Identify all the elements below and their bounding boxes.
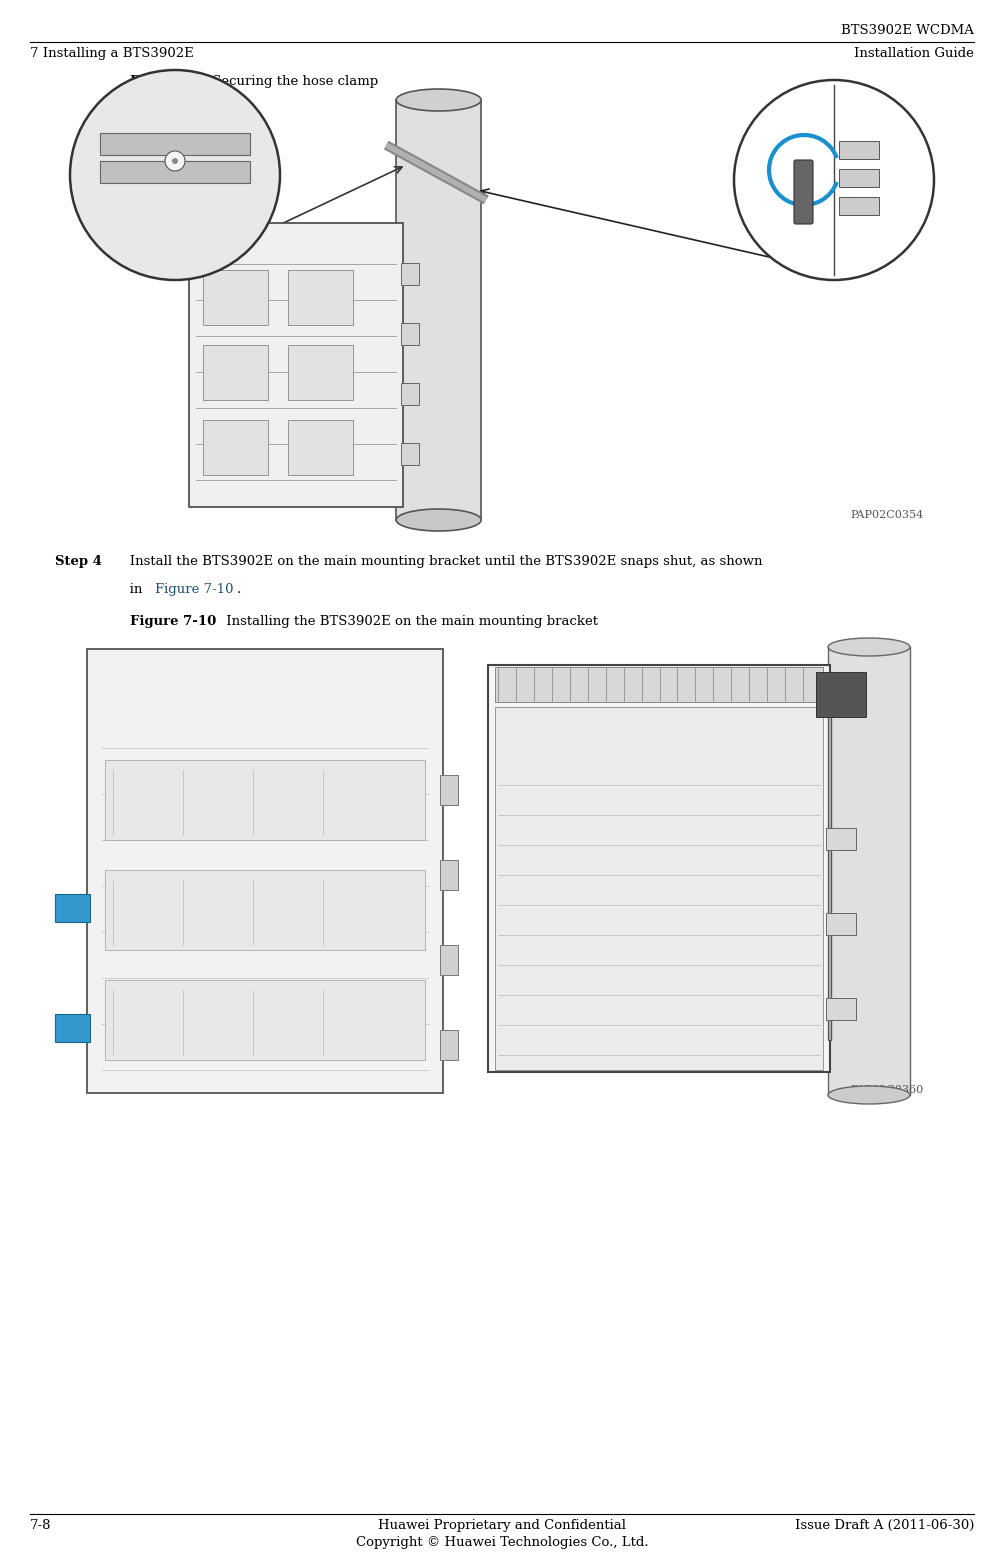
- FancyBboxPatch shape: [494, 667, 822, 702]
- FancyBboxPatch shape: [105, 760, 424, 839]
- FancyBboxPatch shape: [827, 697, 830, 1040]
- Text: PAP02C0354: PAP02C0354: [850, 511, 923, 520]
- Text: Step 4: Step 4: [55, 554, 102, 568]
- Ellipse shape: [396, 509, 480, 531]
- FancyBboxPatch shape: [487, 666, 829, 1073]
- FancyBboxPatch shape: [494, 706, 822, 1070]
- FancyBboxPatch shape: [288, 269, 353, 326]
- FancyBboxPatch shape: [203, 345, 268, 399]
- Text: .: .: [237, 583, 241, 597]
- FancyBboxPatch shape: [827, 647, 909, 1095]
- FancyBboxPatch shape: [825, 998, 856, 1019]
- FancyBboxPatch shape: [105, 980, 424, 1060]
- FancyBboxPatch shape: [825, 828, 856, 850]
- FancyBboxPatch shape: [55, 894, 90, 922]
- Text: Installing the BTS3902E on the main mounting bracket: Installing the BTS3902E on the main moun…: [222, 615, 598, 628]
- FancyBboxPatch shape: [100, 133, 250, 155]
- FancyBboxPatch shape: [100, 161, 250, 183]
- Text: 7 Installing a BTS3902E: 7 Installing a BTS3902E: [30, 47, 194, 60]
- Text: 7-8: 7-8: [30, 1519, 51, 1532]
- Text: in: in: [117, 583, 146, 597]
- FancyBboxPatch shape: [396, 100, 480, 520]
- Text: Huawei Proprietary and Confidential: Huawei Proprietary and Confidential: [377, 1519, 626, 1532]
- FancyBboxPatch shape: [288, 345, 353, 399]
- Text: PAP02C0360: PAP02C0360: [850, 1085, 923, 1095]
- FancyBboxPatch shape: [439, 775, 457, 805]
- FancyBboxPatch shape: [839, 141, 878, 160]
- Ellipse shape: [396, 89, 480, 111]
- Text: Copyright © Huawei Technologies Co., Ltd.: Copyright © Huawei Technologies Co., Ltd…: [355, 1536, 648, 1549]
- Text: Install the BTS3902E on the main mounting bracket until the BTS3902E snaps shut,: Install the BTS3902E on the main mountin…: [117, 554, 761, 568]
- Text: Issue Draft A (2011-06-30): Issue Draft A (2011-06-30): [793, 1519, 973, 1532]
- FancyBboxPatch shape: [55, 1015, 90, 1041]
- FancyBboxPatch shape: [825, 913, 856, 935]
- FancyBboxPatch shape: [105, 871, 424, 951]
- FancyBboxPatch shape: [401, 263, 419, 285]
- FancyBboxPatch shape: [839, 197, 878, 215]
- FancyBboxPatch shape: [439, 944, 457, 976]
- Text: Figure 7-10: Figure 7-10: [129, 615, 216, 628]
- Text: BTS3902E WCDMA: BTS3902E WCDMA: [841, 23, 973, 38]
- FancyBboxPatch shape: [203, 420, 268, 474]
- FancyBboxPatch shape: [815, 672, 866, 717]
- Text: Figure 7-10: Figure 7-10: [154, 583, 234, 597]
- FancyBboxPatch shape: [839, 169, 878, 186]
- FancyBboxPatch shape: [439, 860, 457, 889]
- Text: Figure 7-9: Figure 7-9: [129, 75, 207, 88]
- FancyBboxPatch shape: [401, 384, 419, 406]
- Ellipse shape: [827, 637, 909, 656]
- FancyBboxPatch shape: [189, 222, 403, 507]
- Circle shape: [164, 150, 185, 171]
- FancyBboxPatch shape: [203, 269, 268, 326]
- Ellipse shape: [827, 1085, 909, 1104]
- Text: Installation Guide: Installation Guide: [854, 47, 973, 60]
- Circle shape: [733, 80, 933, 280]
- FancyBboxPatch shape: [439, 1030, 457, 1060]
- FancyBboxPatch shape: [793, 160, 812, 224]
- Text: Securing the hose clamp: Securing the hose clamp: [208, 75, 378, 88]
- FancyBboxPatch shape: [288, 420, 353, 474]
- FancyBboxPatch shape: [401, 443, 419, 465]
- Circle shape: [172, 158, 178, 164]
- FancyBboxPatch shape: [401, 323, 419, 345]
- Circle shape: [70, 70, 280, 280]
- FancyBboxPatch shape: [87, 648, 442, 1093]
